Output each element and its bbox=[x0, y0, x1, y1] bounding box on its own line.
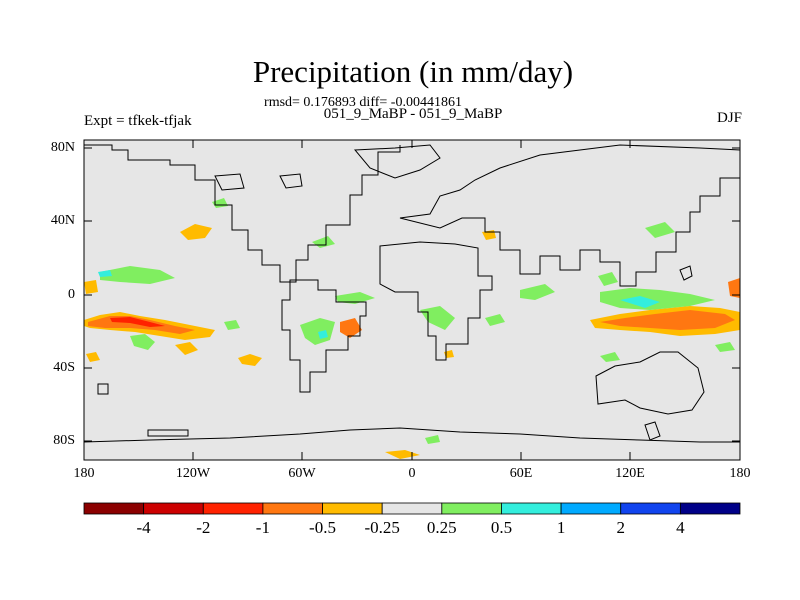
season-label: DJF bbox=[716, 110, 742, 126]
south-america-blob bbox=[86, 352, 100, 362]
antarctic-green bbox=[425, 435, 440, 444]
stats-line: rmsd= 0.176893 diff= -0.00441861 bbox=[264, 95, 462, 110]
south-ocean-blob bbox=[238, 354, 262, 366]
japan-coast bbox=[679, 265, 693, 281]
lon-label-120w: 120W bbox=[175, 466, 211, 481]
lon-label-0: 0 bbox=[408, 466, 416, 481]
colorbar-label: -0.5 bbox=[309, 518, 336, 537]
pacific-green bbox=[224, 320, 240, 330]
colorbar-label: -1 bbox=[255, 518, 270, 537]
south-america-coast bbox=[281, 279, 367, 393]
southern-blob bbox=[175, 342, 198, 355]
colorbar-box-6 bbox=[441, 502, 502, 515]
colorbar-box-5 bbox=[381, 502, 443, 515]
atlantic-blob bbox=[340, 318, 362, 338]
africa-green bbox=[420, 306, 455, 330]
maritime-green bbox=[598, 272, 618, 286]
lat-label-80s: 80S bbox=[53, 433, 75, 448]
pacific-north-blob bbox=[180, 224, 212, 240]
axis-ticks bbox=[83, 140, 741, 460]
west-pacific-core bbox=[600, 310, 735, 330]
antarctic-peninsula bbox=[147, 429, 189, 437]
pacific-islands bbox=[97, 383, 109, 395]
south-pacific-peak bbox=[110, 317, 165, 327]
colorbar-box-3 bbox=[262, 502, 323, 515]
colorbar-box-7 bbox=[501, 502, 562, 515]
atlantic-green bbox=[335, 292, 375, 304]
colorbar-box-4 bbox=[322, 502, 383, 515]
asia-green bbox=[645, 222, 675, 238]
lat-label-40n: 40N bbox=[50, 213, 75, 228]
south-pacific-green bbox=[130, 334, 155, 350]
lon-label-120e: 120E bbox=[615, 466, 645, 481]
subtitle: 051_9_MaBP - 051_9_MaBP bbox=[323, 106, 503, 122]
colorbar-box-2 bbox=[202, 502, 264, 515]
colorbar-label: 2 bbox=[616, 518, 625, 537]
plot-title: Precipitation (in mm/day) bbox=[252, 54, 574, 89]
antarctic-blob bbox=[385, 450, 420, 459]
west-pacific-cyan bbox=[620, 296, 660, 308]
southern-green bbox=[600, 352, 620, 362]
experiment-label: Expt = tfkek-tfjak bbox=[84, 113, 192, 129]
brazil-cyan bbox=[318, 330, 328, 339]
colorbar-label: -2 bbox=[196, 518, 211, 537]
new-zealand-coast bbox=[644, 421, 661, 441]
southern-green-2 bbox=[715, 342, 735, 352]
north-america-coast bbox=[84, 144, 401, 283]
colorbar-box-0 bbox=[83, 502, 145, 515]
colorbar-box-1 bbox=[143, 502, 204, 515]
brazil-green bbox=[300, 318, 335, 345]
lat-label-0: 0 bbox=[68, 287, 75, 302]
colorbar bbox=[83, 502, 741, 515]
lon-label-180e: 180 bbox=[729, 466, 751, 481]
colorbar-label: -0.25 bbox=[364, 518, 400, 537]
greenland-coast bbox=[353, 144, 441, 179]
anomaly-contours bbox=[84, 198, 740, 459]
indian-green bbox=[520, 284, 555, 300]
colorbar-box-10 bbox=[679, 502, 741, 515]
colorbar-label: 0.5 bbox=[490, 518, 513, 537]
pacific-edge bbox=[728, 278, 740, 298]
indian-green-2 bbox=[485, 314, 505, 326]
lon-label-60e: 60E bbox=[509, 466, 533, 481]
colorbar-box-8 bbox=[560, 502, 622, 515]
arctic-island-1 bbox=[279, 173, 303, 189]
coastlines bbox=[83, 144, 741, 443]
lon-label-180w: 180 bbox=[73, 466, 95, 481]
west-pacific-green bbox=[600, 288, 715, 310]
east-pacific-blob bbox=[84, 280, 98, 294]
colorbar-label: 0.25 bbox=[426, 518, 457, 537]
lon-label-60w: 60W bbox=[288, 466, 316, 481]
tropical-pacific-band bbox=[100, 266, 175, 284]
colorbar-label: -4 bbox=[136, 518, 151, 537]
africa-coast bbox=[379, 241, 493, 361]
arctic-island-2 bbox=[214, 173, 245, 191]
eurasia-coast bbox=[399, 144, 741, 287]
colorbar-label: 1 bbox=[556, 518, 566, 537]
colorbar-label: 4 bbox=[676, 518, 685, 537]
colorbar-box-9 bbox=[620, 502, 681, 515]
lat-label-40s: 40S bbox=[53, 360, 75, 375]
lat-label-80n: 80N bbox=[50, 140, 75, 155]
tropical-pacific-core bbox=[98, 270, 112, 277]
australia-coast bbox=[595, 351, 705, 415]
